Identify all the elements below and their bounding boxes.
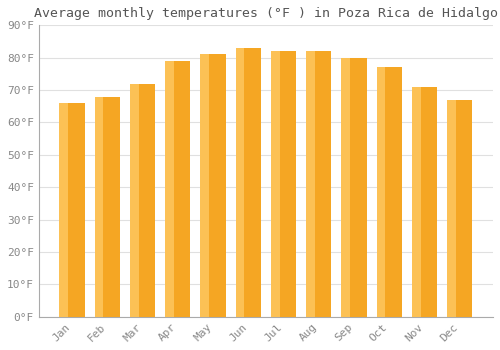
Bar <box>306 51 315 317</box>
Bar <box>307 51 332 317</box>
Bar <box>166 61 190 317</box>
Bar <box>96 97 120 317</box>
Bar <box>60 103 68 317</box>
Bar <box>236 48 244 317</box>
Bar <box>342 58 350 317</box>
Bar <box>60 103 84 317</box>
Bar <box>201 55 226 317</box>
Bar <box>448 100 472 317</box>
Bar <box>342 58 366 317</box>
Bar <box>412 87 437 317</box>
Bar <box>271 51 280 317</box>
Bar <box>376 68 386 317</box>
Title: Average monthly temperatures (°F ) in Poza Rica de Hidalgo: Average monthly temperatures (°F ) in Po… <box>34 7 498 20</box>
Bar <box>447 100 456 317</box>
Bar <box>378 68 402 317</box>
Bar <box>94 97 104 317</box>
Bar <box>130 84 155 317</box>
Bar <box>200 55 209 317</box>
Bar <box>165 61 174 317</box>
Bar <box>412 87 420 317</box>
Bar <box>272 51 296 317</box>
Bar <box>236 48 261 317</box>
Bar <box>130 84 138 317</box>
